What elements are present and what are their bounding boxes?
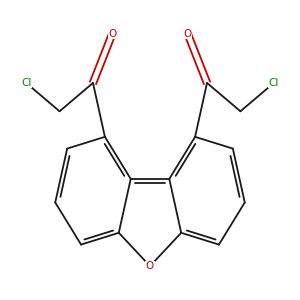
Text: O: O	[146, 261, 154, 271]
Text: O: O	[108, 29, 116, 39]
Text: Cl: Cl	[269, 78, 279, 88]
Text: Cl: Cl	[21, 78, 31, 88]
Text: O: O	[184, 29, 192, 39]
